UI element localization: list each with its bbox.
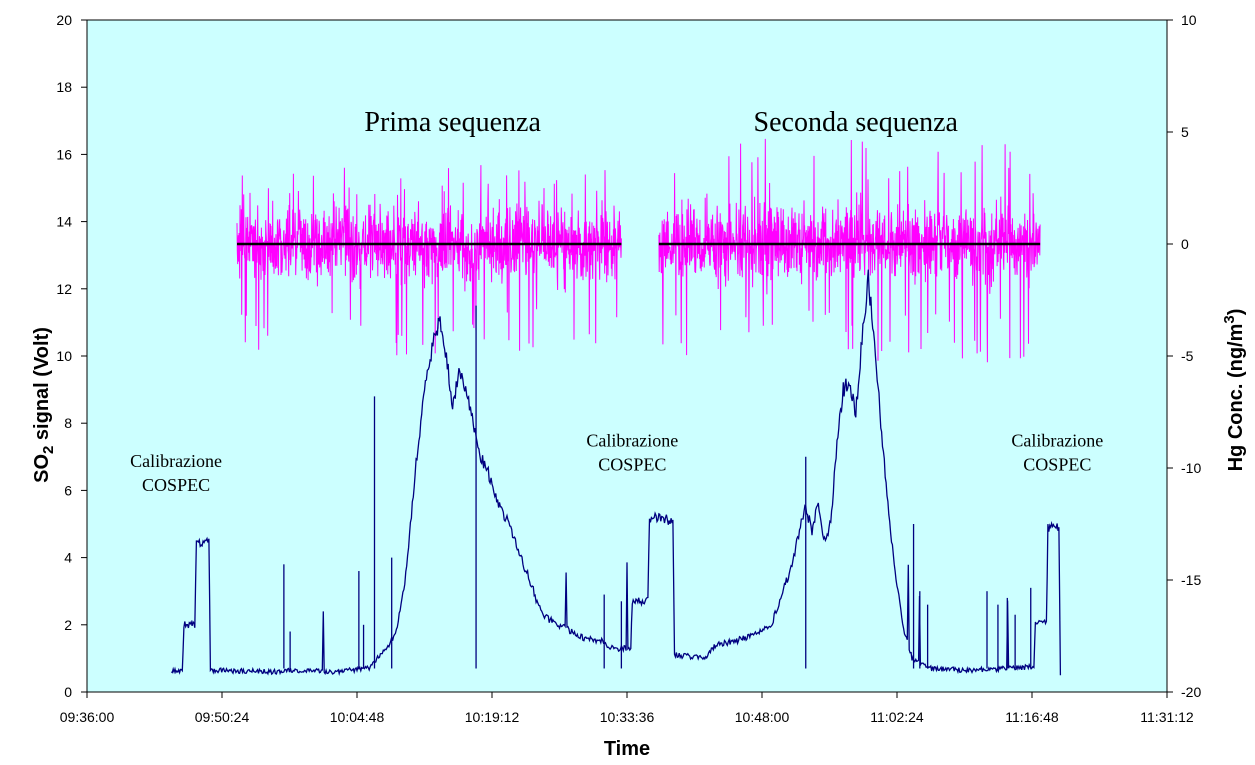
y-right-tick-label: -20	[1181, 684, 1201, 700]
y-right-title-rest: )	[1225, 309, 1247, 316]
y-left-tick-label: 4	[64, 550, 72, 566]
y-left-tick-label: 12	[56, 281, 72, 297]
y-right-title-main: Hg Conc. (ng/m	[1225, 324, 1247, 472]
x-tick-label: 10:33:36	[600, 709, 655, 725]
calibration-annotation: Calibrazione COSPEC	[1011, 431, 1103, 475]
annotation-line: Calibrazione	[586, 431, 678, 451]
y-left-tick-label: 20	[56, 12, 72, 28]
sequence-label: Prima sequenza	[364, 107, 541, 138]
annotation-line: COSPEC	[142, 475, 210, 495]
calibration-annotation: Calibrazione COSPEC	[130, 451, 222, 495]
y-right-tick-label: -5	[1181, 348, 1194, 364]
x-tick-label: 11:31:12	[1140, 709, 1194, 725]
y-left-tick-label: 8	[64, 415, 72, 431]
y-right-tick-label: -15	[1181, 572, 1201, 588]
x-tick-label: 10:19:12	[465, 709, 520, 725]
y-right-tick-label: 10	[1181, 12, 1197, 28]
y-left-title-sub: 2	[40, 446, 57, 454]
calibration-annotation: Calibrazione COSPEC	[586, 431, 678, 475]
y-right-tick-label: 5	[1181, 124, 1189, 140]
so2-trace	[171, 269, 1062, 676]
x-tick-label: 09:50:24	[195, 709, 250, 725]
y-left-title-rest: signal (Volt)	[31, 327, 53, 446]
x-axis-title: Time	[604, 738, 650, 760]
x-tick-label: 10:04:48	[330, 709, 385, 725]
y-left-tick-label: 16	[56, 146, 72, 162]
y-left-tick-label: 10	[56, 348, 72, 364]
y-axis-left-title: SO2 signal (Volt)	[31, 327, 57, 483]
x-tick-label: 11:16:48	[1005, 709, 1059, 725]
y-left-tick-label: 2	[64, 617, 72, 633]
sequence-label: Seconda sequenza	[754, 107, 959, 138]
hg-concentration-series	[236, 138, 1041, 363]
y-left-tick-label: 14	[56, 214, 72, 230]
so2-signal-series	[171, 269, 1062, 676]
x-tick-label: 11:02:24	[870, 709, 924, 725]
y-left-tick-label: 0	[64, 684, 72, 700]
y-right-tick-label: -10	[1181, 460, 1201, 476]
y-axis-left: 0 2 4 6 8 10 12 14 16 18 20	[56, 12, 87, 700]
x-axis: 09:36:00 09:50:24 10:04:48 10:19:12 10:33:36…	[60, 692, 1194, 725]
y-right-title-sup: 3	[1221, 315, 1238, 323]
annotation-line: Calibrazione	[1011, 431, 1103, 451]
y-axis-right: -20 -15 -10 -5 0 5 10	[1167, 12, 1201, 700]
y-right-tick-label: 0	[1181, 236, 1189, 252]
y-axis-right-title: Hg Conc. (ng/m3)	[1221, 309, 1247, 472]
hg-noise-trace	[236, 165, 622, 356]
x-tick-label: 09:36:00	[60, 709, 115, 725]
y-left-tick-label: 6	[64, 482, 72, 498]
annotation-line: Calibrazione	[130, 451, 222, 471]
annotation-line: COSPEC	[1023, 455, 1091, 475]
x-tick-label: 10:48:00	[735, 709, 790, 725]
y-left-title-main: SO	[31, 454, 53, 483]
hg-noise-trace	[658, 138, 1041, 363]
y-left-tick-label: 18	[56, 79, 72, 95]
annotation-line: COSPEC	[598, 455, 666, 475]
